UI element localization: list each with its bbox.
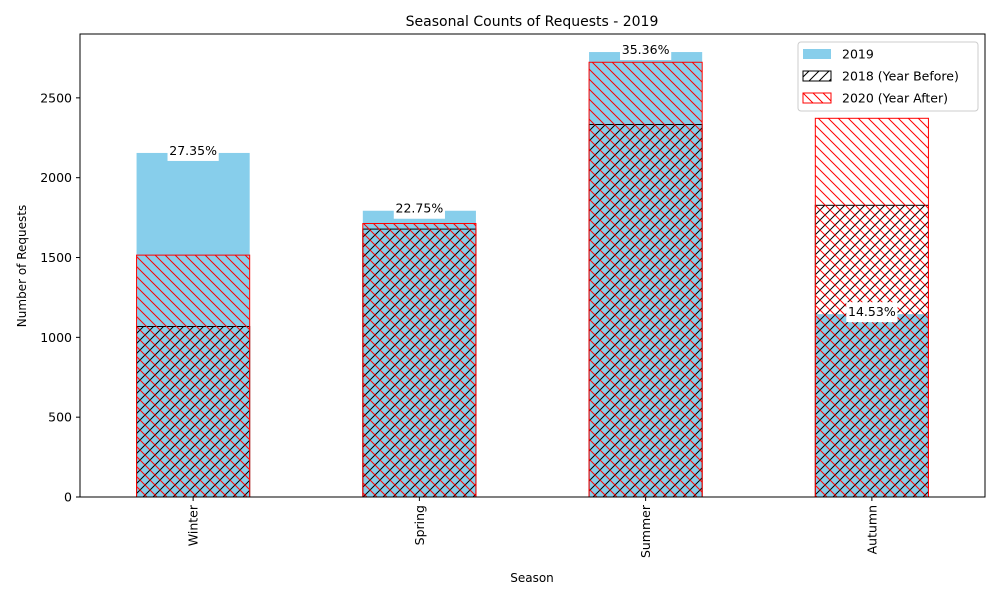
plot-frame <box>79 33 986 498</box>
legend-label: 2018 (Year Before) <box>842 69 959 84</box>
x-tick-label: Spring <box>412 505 427 545</box>
y-axis: 0 500 1000 1500 2000 2500 <box>40 90 80 505</box>
x-tick-label: Autumn <box>864 505 879 554</box>
x-tick-label: Winter <box>186 504 201 546</box>
percent-label: 35.36% <box>622 42 670 57</box>
x-tick-label: Summer <box>638 504 653 558</box>
legend-swatch <box>802 92 832 104</box>
percent-label-bg <box>167 140 219 161</box>
bar-2020 <box>136 254 251 498</box>
legend-label: 2020 (Year After) <box>842 91 948 106</box>
legend-box <box>797 41 979 112</box>
percent-label-bg <box>846 302 898 323</box>
percent-label: 27.35% <box>169 143 217 158</box>
bars-layer: 27.35% 22.75% 35.36% 14.53% <box>136 40 929 498</box>
legend-label: 2019 <box>842 47 874 62</box>
x-axis-label: Season <box>510 571 554 585</box>
y-tick-label: 2500 <box>40 90 72 105</box>
legend-swatch <box>803 49 831 59</box>
legend: 2019 2018 (Year Before) 2020 (Year After) <box>797 41 979 112</box>
y-tick-label: 0 <box>64 490 72 505</box>
y-tick-label: 1000 <box>40 330 72 345</box>
legend-swatch <box>802 70 832 82</box>
bar-2020 <box>588 61 703 498</box>
chart-title: Seasonal Counts of Requests - 2019 <box>406 14 659 30</box>
percent-label: 22.75% <box>396 201 444 216</box>
y-axis-label: Number of Requests <box>15 205 29 327</box>
percent-label: 14.53% <box>848 304 896 319</box>
percent-label-bg <box>393 198 445 219</box>
y-tick-label: 1500 <box>40 250 72 265</box>
y-tick-label: 2000 <box>40 170 72 185</box>
x-axis: Winter Spring Summer Autumn <box>186 497 879 558</box>
y-tick-label: 500 <box>48 410 72 425</box>
bar-2020 <box>362 223 477 498</box>
percent-label-bg <box>620 40 672 61</box>
